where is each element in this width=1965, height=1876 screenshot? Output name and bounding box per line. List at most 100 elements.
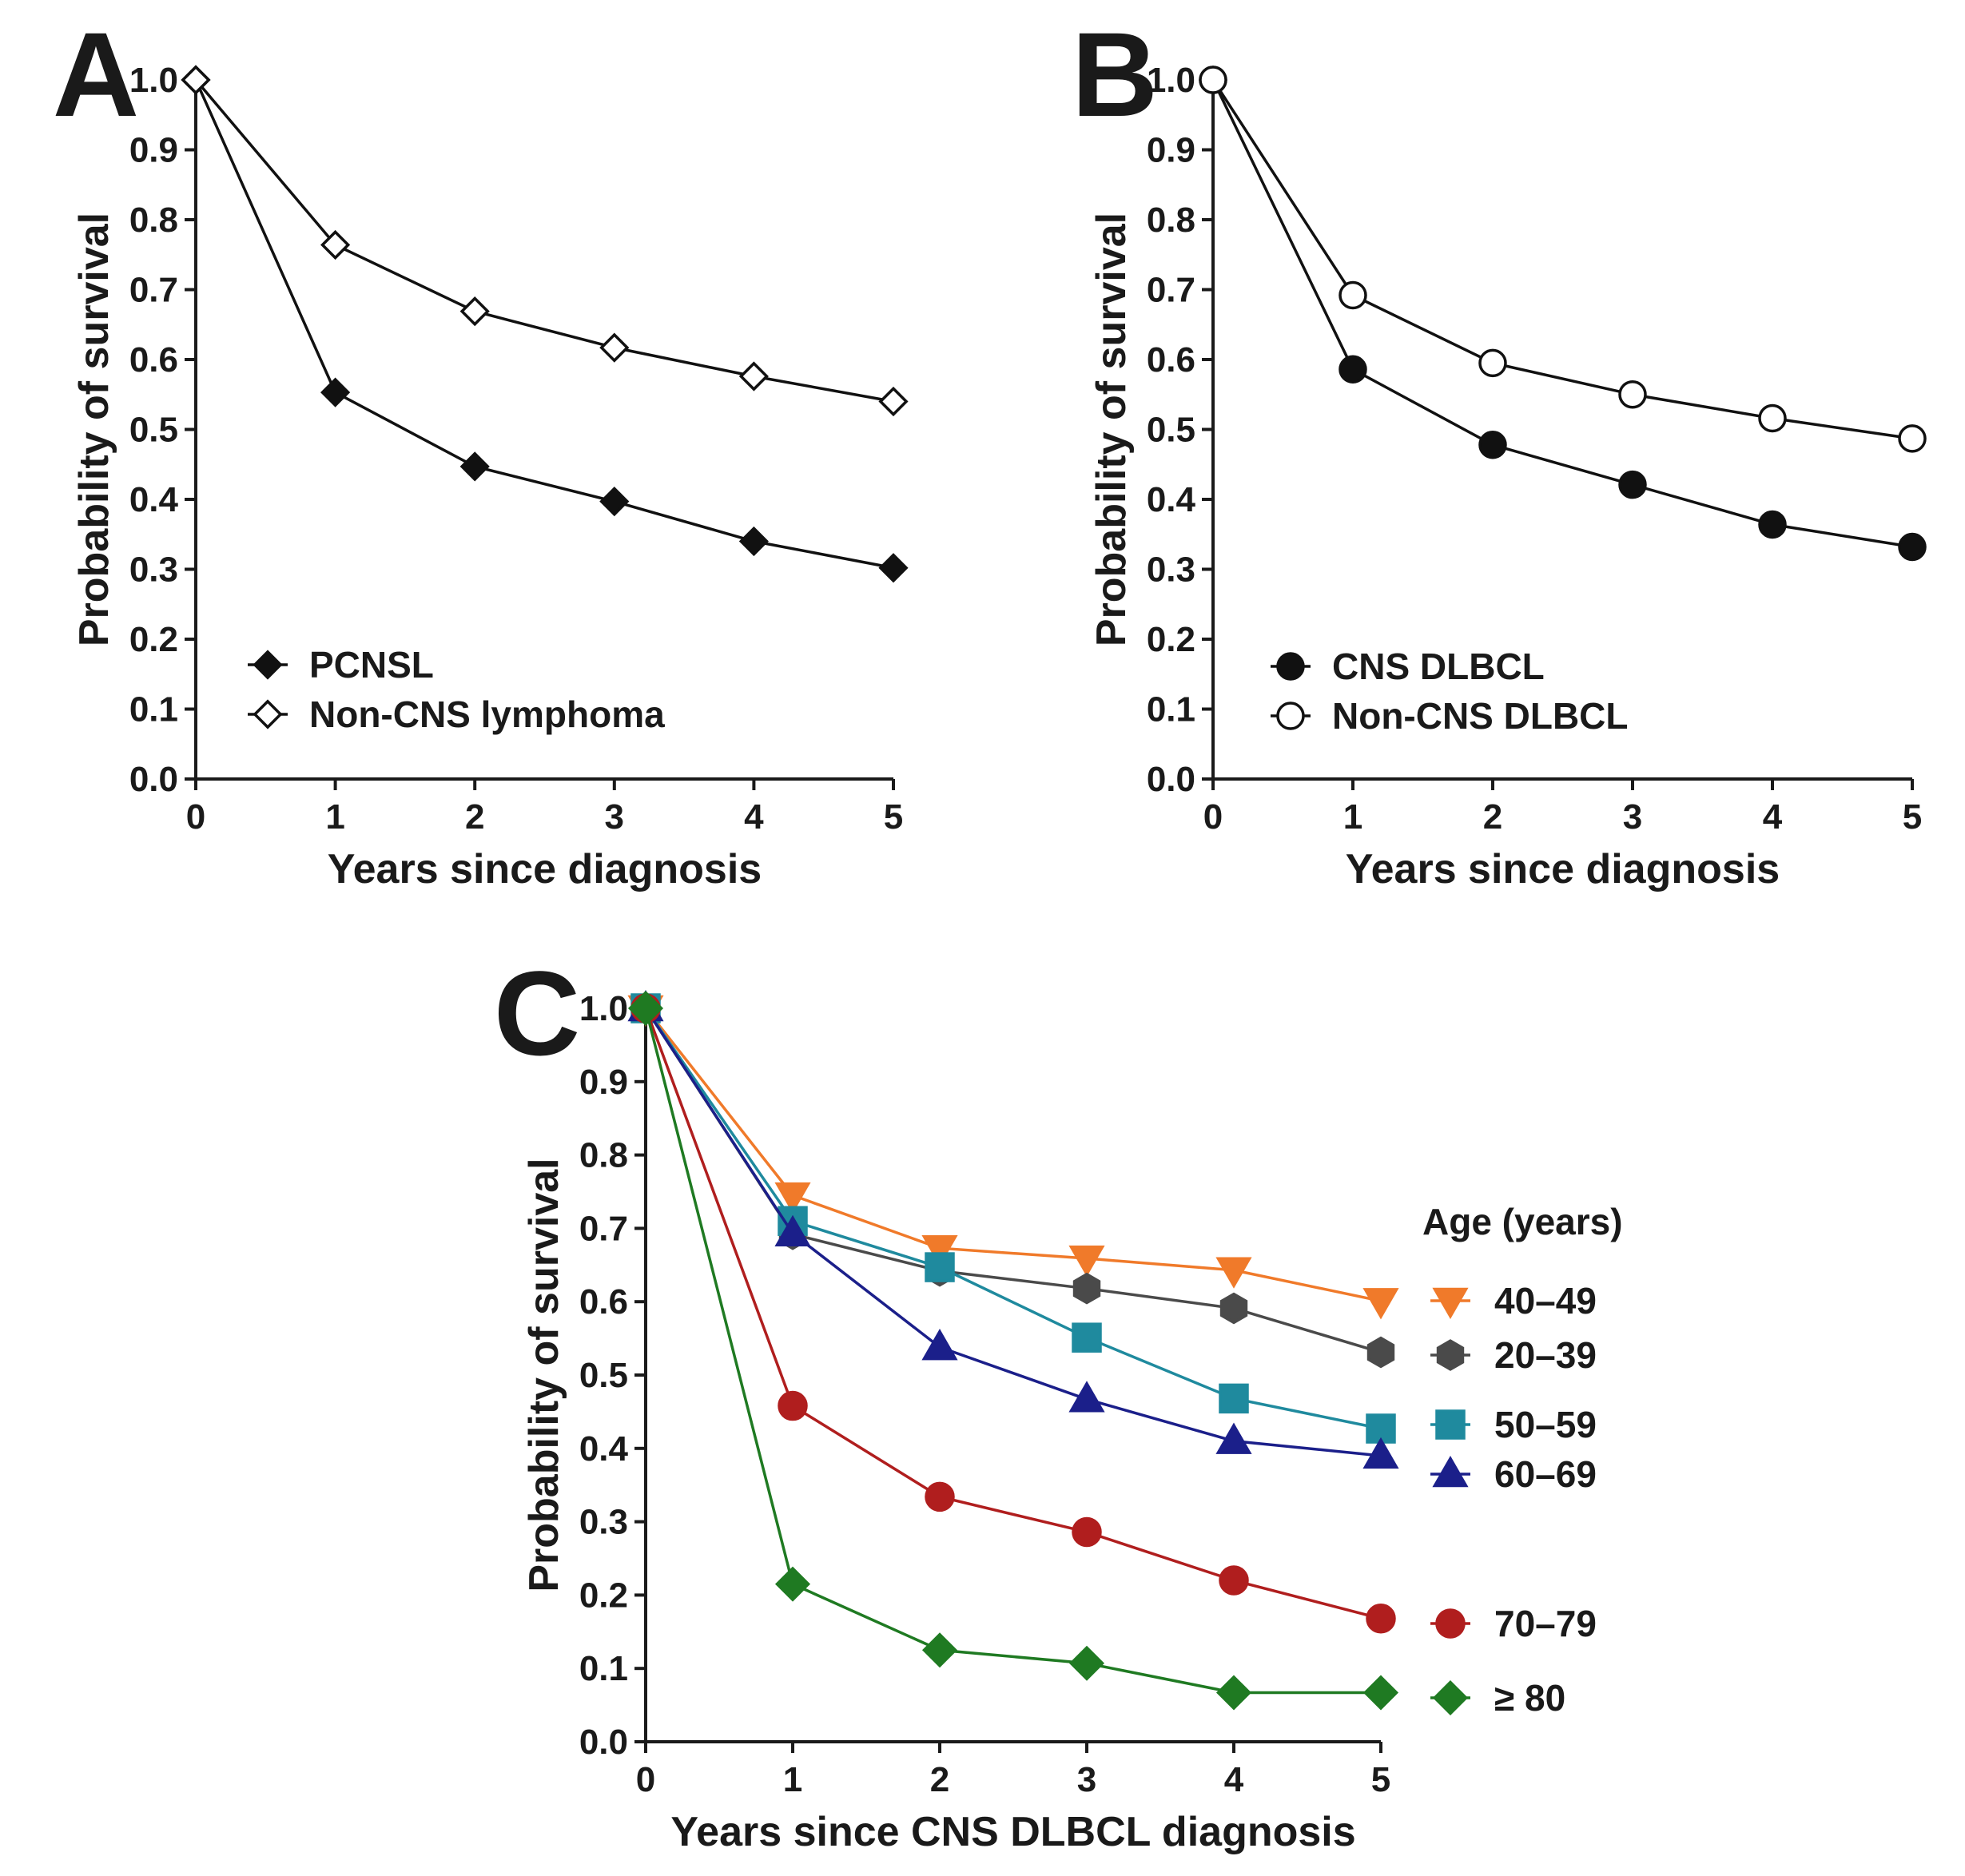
x-tick-label: 4 xyxy=(1224,1760,1244,1799)
axis-lines xyxy=(1211,80,1912,781)
data-point xyxy=(1366,1336,1395,1369)
data-point xyxy=(1618,470,1647,499)
legend-label: 50–59 xyxy=(1494,1404,1597,1445)
legend-marker xyxy=(253,699,283,729)
series-line xyxy=(194,78,894,403)
data-point xyxy=(738,361,769,391)
data-point xyxy=(738,526,769,557)
data-point xyxy=(1219,1383,1249,1414)
y-tick-label: 0.4 xyxy=(129,480,179,519)
data-point xyxy=(1072,1322,1102,1353)
y-tick-label: 0.0 xyxy=(579,1723,628,1762)
data-point xyxy=(1362,1437,1399,1469)
data-point xyxy=(1339,355,1367,384)
y-tick-label: 0.8 xyxy=(129,201,178,240)
y-tick-label: 0.6 xyxy=(129,340,178,380)
data-point xyxy=(1758,403,1787,433)
panel-c: C 0.0 0.1 0.2 0.3 0.4 0.5 0.6 0.7 0.8 0.9 1.0 0 1 2 3 4 5… xyxy=(494,946,1623,1855)
series-c-1 xyxy=(631,992,1395,1369)
y-tick-label: 0.9 xyxy=(579,1063,628,1102)
series-line xyxy=(644,1008,1382,1430)
axis-lines xyxy=(644,1008,1381,1743)
data-point xyxy=(459,296,490,327)
x-tick-label: 2 xyxy=(930,1760,949,1799)
y-tick-label: 0.7 xyxy=(129,271,178,310)
y-tick-label: 1.0 xyxy=(1147,61,1195,100)
series-b-1 xyxy=(1199,66,1927,453)
data-point xyxy=(1068,1381,1105,1413)
legend-marker xyxy=(1432,1287,1469,1320)
series-line xyxy=(1211,79,1913,440)
y-tick-label: 0.2 xyxy=(1147,620,1195,659)
data-point xyxy=(1758,510,1787,539)
data-point xyxy=(1219,1565,1249,1596)
x-axis-title: Years since diagnosis xyxy=(328,846,762,892)
y-tick-label: 0.0 xyxy=(129,760,178,799)
series-c-2 xyxy=(630,993,1396,1444)
data-point xyxy=(320,229,351,260)
data-point xyxy=(320,377,351,407)
legend-label: 40–49 xyxy=(1494,1280,1597,1322)
axis-lines xyxy=(194,80,893,781)
data-point xyxy=(1478,348,1507,378)
y-tick-label: 0.6 xyxy=(1147,340,1195,380)
legend-marker xyxy=(1436,1339,1465,1371)
x-tick-label: 3 xyxy=(1623,797,1642,837)
panel-b: B 0.0 0.1 0.2 0.3 0.4 0.5 0.6 0.7 0.8 0.9 1.0 0 1 2 3 4 5… xyxy=(1072,7,1927,892)
x-tick-label: 0 xyxy=(1203,797,1223,837)
data-point xyxy=(878,553,909,583)
x-tick-label: 4 xyxy=(1763,797,1783,837)
data-point xyxy=(778,1390,808,1421)
data-point xyxy=(921,1632,958,1668)
x-tick-label: 2 xyxy=(465,797,484,837)
series-c-4 xyxy=(630,993,1396,1634)
series-line xyxy=(644,1008,1382,1620)
legend-label: 70–79 xyxy=(1494,1603,1597,1644)
series-c-0 xyxy=(627,995,1399,1320)
y-tick-label: 0.8 xyxy=(579,1136,628,1175)
y-tick-label: 0.3 xyxy=(579,1503,628,1542)
x-tick-label: 0 xyxy=(636,1760,655,1799)
y-tick-label: 0.3 xyxy=(129,550,178,590)
data-point xyxy=(1618,380,1647,409)
x-tick-label: 3 xyxy=(605,797,624,837)
data-point xyxy=(1478,431,1507,459)
data-point xyxy=(1215,1422,1252,1454)
x-tick-label: 4 xyxy=(744,797,764,837)
y-tick-label: 1.0 xyxy=(129,61,178,100)
y-tick-label: 0.2 xyxy=(129,620,178,659)
data-point xyxy=(774,1214,811,1247)
legend: PCNSL Non-CNS lymphoma xyxy=(248,644,665,735)
legend-label: PCNSL xyxy=(309,644,434,686)
legend: CNS DLBCL Non-CNS DLBCL xyxy=(1271,646,1629,737)
y-tick-label: 0.7 xyxy=(1147,271,1195,310)
x-axis-title: Years since diagnosis xyxy=(1346,846,1780,892)
series-line xyxy=(644,1007,1382,1302)
data-point xyxy=(1215,1675,1252,1711)
y-tick-label: 0.4 xyxy=(1147,480,1196,519)
data-point xyxy=(1215,1257,1252,1289)
legend-label: Non-CNS DLBCL xyxy=(1332,695,1629,737)
series-line xyxy=(194,79,894,570)
legend-marker xyxy=(1435,1608,1466,1639)
data-point xyxy=(1366,1604,1396,1634)
y-tick-label: 0.0 xyxy=(1147,760,1195,799)
data-point xyxy=(774,1182,811,1214)
series-c-5 xyxy=(627,990,1399,1711)
series-line xyxy=(644,1008,1382,1457)
series-line xyxy=(644,1008,1381,1695)
panel-letter-b: B xyxy=(1072,7,1158,141)
y-tick-label: 0.1 xyxy=(1147,690,1195,729)
y-axis-title: Probability of survival xyxy=(521,1158,567,1592)
data-point xyxy=(1219,1292,1248,1325)
x-tick-label: 3 xyxy=(1077,1760,1096,1799)
legend-label: Non-CNS lymphoma xyxy=(309,694,665,735)
x-tick-label: 5 xyxy=(884,797,903,837)
series-b-0 xyxy=(1199,66,1927,562)
series-line xyxy=(1211,79,1913,549)
legend-marker xyxy=(1276,702,1305,730)
data-point xyxy=(627,990,664,1027)
y-tick-label: 0.9 xyxy=(129,131,178,170)
panel-a: A 0.0 0.1 0.2 0.3 0.4 0.5 0.6 0.7 0.8 0.9 1.0 0 1 2 3 4 5… xyxy=(53,7,909,892)
